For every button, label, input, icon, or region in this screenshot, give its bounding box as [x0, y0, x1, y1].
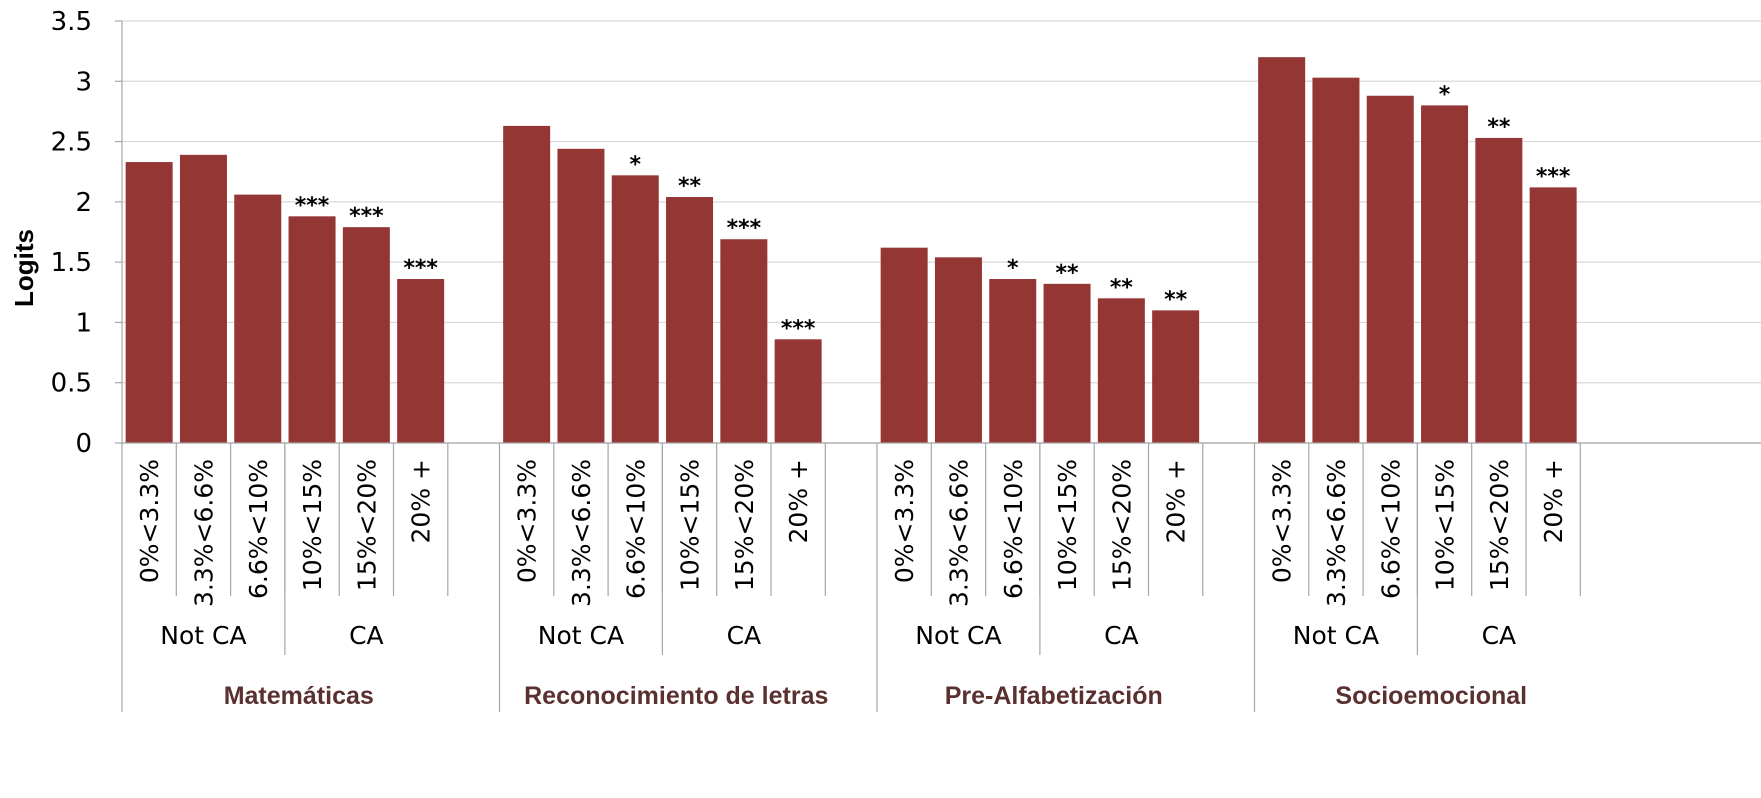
- significance-label: *: [629, 152, 641, 177]
- bar: [179, 154, 227, 443]
- significance-label: ***: [781, 316, 816, 341]
- x-category-label: 15%<20%: [1107, 459, 1136, 591]
- significance-label: **: [1487, 115, 1511, 140]
- significance-label: *: [1439, 82, 1451, 107]
- y-tick-label: 1: [75, 308, 92, 338]
- x-category-label: 0%<3.3%: [513, 459, 542, 583]
- x-category-label: 15%<20%: [352, 459, 381, 591]
- subgroup-label: Not CA: [1293, 621, 1379, 650]
- x-category-label: 20% +: [407, 459, 436, 543]
- x-category-label: 0%<3.3%: [1268, 459, 1297, 583]
- subgroup-label: Not CA: [915, 621, 1001, 650]
- panel-label: Matemáticas: [224, 682, 374, 710]
- x-category-label: 3.3%<6.6%: [944, 459, 973, 607]
- subgroup-label: CA: [349, 621, 384, 650]
- subgroup-label: Not CA: [160, 621, 246, 650]
- bar: [342, 227, 390, 443]
- x-category-label: 20% +: [1162, 459, 1191, 543]
- x-category-label: 20% +: [1539, 459, 1568, 543]
- bars: [125, 57, 1577, 444]
- x-axis: 0%<3.3% 3.3%<6.6% 6.6%<10% 10%<15% 15%<20% 20…: [121, 442, 1761, 712]
- bar: [1529, 187, 1577, 443]
- x-category-label: 10%<15%: [1431, 459, 1460, 591]
- y-tick-label: 3.5: [51, 7, 92, 37]
- bar: [234, 194, 282, 443]
- y-tick-label: 2: [75, 188, 92, 218]
- subgroup-label: CA: [1482, 621, 1517, 650]
- y-tick-label: 2.5: [51, 128, 92, 158]
- bar: [288, 216, 336, 443]
- x-category-label: 6.6%<10%: [621, 459, 650, 599]
- x-category-label: 6.6%<10%: [1376, 459, 1405, 599]
- bar: [934, 257, 982, 443]
- significance-label: **: [1164, 287, 1188, 312]
- bar: [1312, 77, 1360, 443]
- panel-label: Reconocimiento de letras: [524, 682, 828, 710]
- y-tick-label: 3: [75, 67, 92, 97]
- significance-label: ***: [349, 204, 384, 229]
- x-category-label: 15%<20%: [1485, 459, 1514, 591]
- subgroup-label: CA: [727, 621, 762, 650]
- significance-labels: *** **************** **** ********: [295, 82, 1571, 341]
- significance-label: ***: [295, 193, 330, 218]
- bar: [880, 247, 928, 443]
- subgroup-label: Not CA: [538, 621, 624, 650]
- x-category-label: 3.3%<6.6%: [189, 459, 218, 607]
- x-category-label: 0%<3.3%: [890, 459, 919, 583]
- y-tick-label: 1.5: [51, 248, 92, 278]
- bar: [720, 239, 768, 443]
- y-axis-ticks: 0 0.5 1 1.5 2 2.5 3 3.5: [51, 7, 123, 459]
- significance-label: ***: [1536, 164, 1571, 189]
- x-category-label: 3.3%<6.6%: [567, 459, 596, 607]
- x-category-label: 10%<15%: [676, 459, 705, 591]
- x-category-label: 10%<15%: [1053, 459, 1082, 591]
- x-category-label: 6.6%<10%: [999, 459, 1028, 599]
- significance-label: **: [678, 174, 702, 199]
- panel-label: Pre-Alfabetización: [945, 682, 1163, 710]
- bar: [1366, 95, 1414, 444]
- significance-label: **: [1056, 261, 1080, 286]
- y-tick-label: 0: [75, 429, 92, 459]
- significance-label: *: [1007, 256, 1019, 281]
- y-tick-label: 0.5: [51, 369, 92, 399]
- y-axis-label: Logits: [9, 229, 39, 307]
- x-category-label: 10%<15%: [298, 459, 327, 591]
- bar: [1475, 137, 1523, 443]
- x-category-label: 15%<20%: [730, 459, 759, 591]
- bar: [666, 197, 714, 443]
- bar: [1152, 310, 1200, 443]
- bar: [557, 148, 605, 443]
- bar: [503, 125, 551, 443]
- x-category-label: 20% +: [784, 459, 813, 543]
- bar: [1258, 57, 1306, 444]
- panel-label: Socioemocional: [1335, 682, 1527, 710]
- x-category-label: 0%<3.3%: [135, 459, 164, 583]
- significance-label: ***: [403, 256, 438, 281]
- x-category-label: 3.3%<6.6%: [1322, 459, 1351, 607]
- bar: [611, 175, 659, 443]
- x-category-label: 6.6%<10%: [244, 459, 273, 599]
- significance-label: **: [1110, 275, 1134, 300]
- bar: [989, 279, 1037, 443]
- bar: [1421, 105, 1469, 444]
- bar: [1043, 283, 1091, 443]
- subgroup-label: CA: [1104, 621, 1139, 650]
- significance-label: ***: [727, 216, 762, 241]
- bar: [125, 162, 173, 443]
- bar: [397, 279, 445, 443]
- bar: [774, 339, 822, 443]
- bar: [1097, 298, 1145, 443]
